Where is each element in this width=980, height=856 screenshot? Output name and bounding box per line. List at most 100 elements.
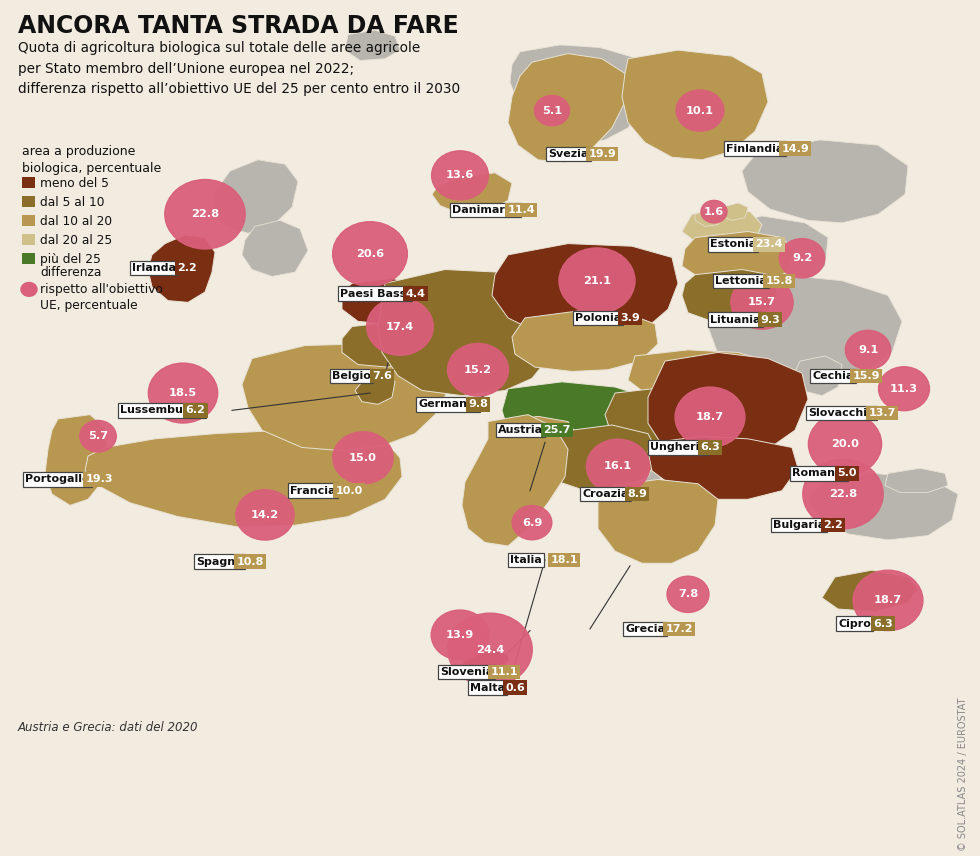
Text: 15.0: 15.0 [349,453,377,463]
Text: Malta: Malta [470,682,505,693]
Text: 9.8: 9.8 [468,399,488,409]
Circle shape [779,239,825,278]
Polygon shape [512,311,658,372]
Text: 6.2: 6.2 [185,406,206,415]
Polygon shape [532,425,658,490]
Text: 18.7: 18.7 [874,596,902,605]
Text: 2.2: 2.2 [823,520,843,530]
Circle shape [431,610,489,660]
Polygon shape [682,207,762,249]
Text: Polonia: Polonia [575,313,621,323]
Text: dal 10 al 20: dal 10 al 20 [40,215,112,228]
Text: 9.1: 9.1 [858,345,878,355]
Polygon shape [648,437,798,499]
Polygon shape [885,468,948,492]
Circle shape [79,420,117,452]
Polygon shape [635,479,690,516]
Text: Lituania: Lituania [710,315,760,324]
Polygon shape [378,270,562,395]
Polygon shape [502,382,652,445]
Polygon shape [492,244,678,339]
Polygon shape [242,344,448,451]
FancyBboxPatch shape [22,177,35,188]
Text: 15.7: 15.7 [748,297,776,307]
Text: Paesi Bassi: Paesi Bassi [340,288,410,299]
Text: 11.1: 11.1 [490,667,517,677]
FancyBboxPatch shape [22,234,35,246]
Text: 2.2: 2.2 [177,263,197,273]
Circle shape [367,298,433,355]
Text: 10.8: 10.8 [236,556,264,567]
Text: 15.9: 15.9 [853,371,880,381]
Text: meno del 5: meno del 5 [40,176,109,190]
Text: Finlandia: Finlandia [726,144,783,153]
Circle shape [236,490,294,540]
Polygon shape [0,0,980,740]
Text: Austria: Austria [498,425,543,435]
Polygon shape [648,353,808,460]
Text: Grecia: Grecia [625,624,665,634]
Polygon shape [625,382,715,445]
FancyBboxPatch shape [22,215,35,226]
Text: Estonia: Estonia [710,240,757,249]
Polygon shape [708,275,902,384]
Circle shape [448,613,532,687]
Polygon shape [628,350,768,399]
Text: Spagna: Spagna [196,556,243,567]
Text: Cechia: Cechia [812,371,854,381]
Polygon shape [508,54,625,163]
Text: Danimarca: Danimarca [452,205,519,215]
Text: 22.8: 22.8 [191,209,220,219]
Polygon shape [648,454,690,477]
Circle shape [803,460,883,529]
Text: 3.9: 3.9 [620,313,640,323]
Polygon shape [342,278,420,324]
Polygon shape [45,414,108,505]
Text: Quota di agricoltura biologica sul totale delle aree agricole
per Stato membro d: Quota di agricoltura biologica sul total… [18,41,461,96]
Text: 14.2: 14.2 [251,510,279,520]
Polygon shape [388,387,436,414]
Circle shape [431,151,488,200]
Circle shape [333,431,393,484]
Text: Irlanda: Irlanda [132,263,176,273]
Circle shape [534,95,569,126]
Text: dal 20 al 25: dal 20 al 25 [40,234,113,247]
Polygon shape [0,0,980,740]
Circle shape [701,200,727,223]
Polygon shape [742,140,908,223]
Circle shape [448,343,509,396]
Polygon shape [355,376,395,404]
Text: 10.1: 10.1 [686,105,714,116]
Text: Ungheria: Ungheria [650,443,707,453]
Circle shape [559,248,635,313]
Circle shape [586,439,650,494]
Text: 6.3: 6.3 [701,443,720,453]
FancyBboxPatch shape [22,253,35,265]
Polygon shape [622,51,768,160]
Text: 13.6: 13.6 [446,170,474,181]
Circle shape [731,276,793,330]
Text: più del 25: più del 25 [40,253,101,265]
Text: 15.2: 15.2 [464,365,492,375]
Text: 18.7: 18.7 [696,413,724,422]
Circle shape [332,222,408,286]
Circle shape [513,506,552,540]
Polygon shape [462,414,568,546]
Text: Croazia: Croazia [582,489,628,499]
Text: Italia: Italia [510,555,542,565]
Text: Svezia: Svezia [548,149,588,158]
Circle shape [675,387,745,448]
Text: 5.1: 5.1 [542,105,563,116]
Text: 16.1: 16.1 [604,461,632,472]
Polygon shape [342,321,425,367]
Text: © SOL.ATLAS 2024 / EUROSTAT: © SOL.ATLAS 2024 / EUROSTAT [958,698,968,852]
Text: 15.8: 15.8 [765,276,793,286]
Polygon shape [682,231,795,283]
Text: 13.7: 13.7 [868,408,896,418]
Circle shape [808,413,882,476]
Text: ANCORA TANTA STRADA DA FARE: ANCORA TANTA STRADA DA FARE [18,14,459,38]
Text: 10.0: 10.0 [335,485,363,496]
Text: 17.4: 17.4 [386,322,415,331]
Text: 6.9: 6.9 [521,518,542,527]
Text: 24.4: 24.4 [476,645,504,655]
